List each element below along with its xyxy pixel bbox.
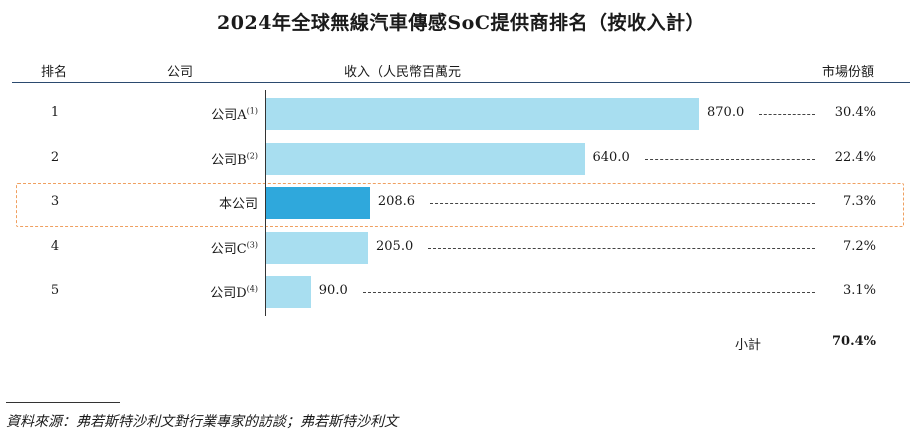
- rank-label: 1: [50, 105, 60, 120]
- subtotal-label: 小計: [735, 338, 762, 353]
- leader-line: [759, 114, 815, 115]
- footnote-marker: (2): [246, 151, 258, 161]
- value-label: 640.0: [592, 149, 630, 165]
- company-label: 公司D(4): [210, 284, 258, 301]
- share-label: 30.4%: [834, 105, 876, 120]
- chart-title: 2024年全球無線汽車傳感SoC提供商排名（按收入計）: [217, 12, 705, 34]
- bar: [266, 231, 369, 264]
- source-note: 資料來源：弗若斯特沙利文對行業專家的訪談；弗若斯特沙利文: [6, 414, 398, 430]
- rank-label: 4: [50, 238, 60, 254]
- header-company: 公司: [167, 65, 194, 80]
- share-label: 22.4%: [834, 149, 876, 165]
- value-label: 208.6: [377, 194, 416, 209]
- header-rank: 排名: [41, 65, 68, 80]
- leader-line: [644, 158, 815, 160]
- share-label: 7.2%: [842, 238, 876, 254]
- value-label: 90.0: [318, 283, 348, 298]
- bar: [266, 187, 370, 219]
- share-label: 7.3%: [842, 194, 876, 209]
- value-label: 870.0: [707, 105, 745, 120]
- bar: [266, 142, 585, 175]
- company-label: 本公司: [218, 197, 258, 212]
- footnote-rule: [6, 402, 120, 403]
- footnote-marker: (4): [246, 284, 258, 294]
- rank-label: 5: [50, 283, 60, 298]
- leader-line: [428, 247, 815, 249]
- footnote-marker: (1): [246, 106, 258, 116]
- value-label: 205.0: [376, 238, 414, 254]
- highlight-box: [16, 183, 904, 227]
- header-share: 市場份額: [822, 65, 875, 80]
- bar: [266, 276, 311, 308]
- header-rule: [12, 82, 910, 83]
- company-label: 公司C(3): [210, 240, 258, 257]
- y-axis-line: [265, 90, 266, 316]
- company-label: 公司A(1): [211, 106, 258, 123]
- share-label: 3.1%: [842, 283, 876, 298]
- rank-label: 2: [50, 149, 60, 165]
- leader-line: [429, 203, 815, 204]
- leader-line: [363, 292, 815, 293]
- footnote-marker: (3): [246, 240, 258, 250]
- bar: [266, 98, 699, 130]
- header-revenue: 收入（人民幣百萬元: [344, 65, 462, 80]
- subtotal-value: 70.4%: [831, 334, 876, 349]
- rank-label: 3: [50, 194, 60, 209]
- company-label: 公司B(2): [211, 151, 258, 168]
